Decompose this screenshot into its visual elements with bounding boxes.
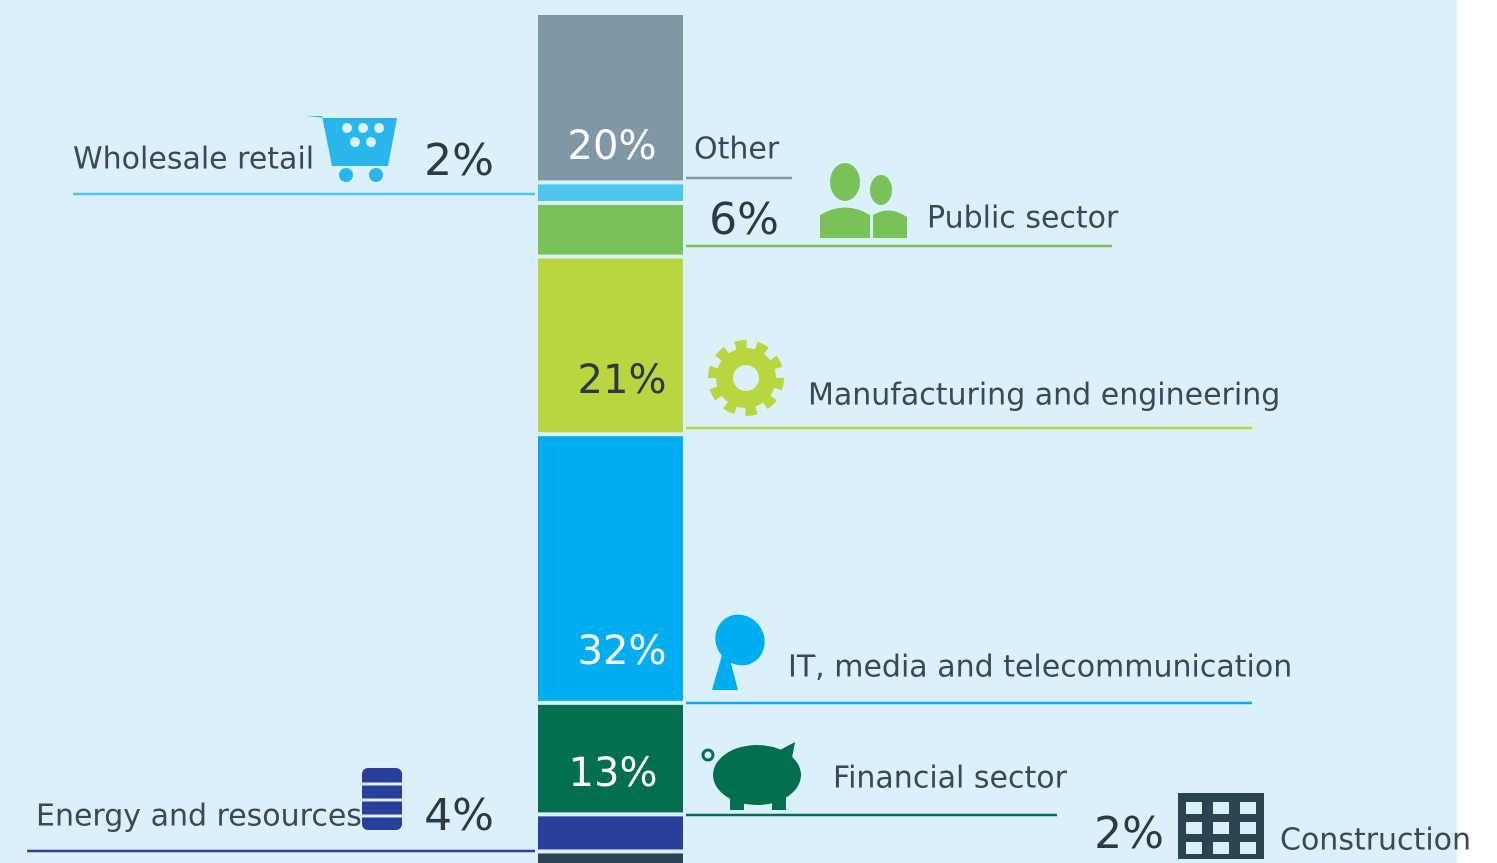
bar-segment [538, 258, 683, 433]
barrel-icon [362, 768, 402, 830]
value-label: 2% [424, 135, 494, 186]
category-label: Energy and resources [36, 799, 362, 834]
bar-segment [538, 204, 683, 255]
dish-icon [712, 614, 765, 690]
building-icon [1178, 793, 1264, 859]
category-label: Wholesale retail [73, 142, 314, 177]
piggy-icon [701, 742, 801, 810]
value-label: 6% [709, 194, 779, 245]
background [0, 0, 1457, 863]
bar-segment [538, 853, 683, 863]
category-label: Construction [1280, 823, 1471, 858]
value-label: 21% [578, 357, 667, 403]
value-label: 4% [424, 790, 494, 841]
value-label: 32% [578, 628, 667, 674]
category-label: Public sector [927, 201, 1119, 236]
category-label: IT, media and telecommunication [788, 650, 1292, 685]
people-icon [820, 163, 907, 238]
category-label: Manufacturing and engineering [808, 378, 1280, 413]
bar-segment [538, 704, 683, 813]
bar-segment [538, 816, 683, 850]
bar-segment [538, 436, 683, 701]
category-label: Other [694, 132, 780, 167]
value-label: 20% [568, 123, 657, 169]
category-label: Financial sector [833, 761, 1068, 796]
gear-icon [708, 340, 784, 416]
value-label: 13% [569, 750, 658, 796]
bar-segment [538, 15, 683, 181]
cart-icon [306, 116, 397, 182]
bar-segment [538, 184, 683, 201]
value-label: 2% [1094, 808, 1164, 859]
